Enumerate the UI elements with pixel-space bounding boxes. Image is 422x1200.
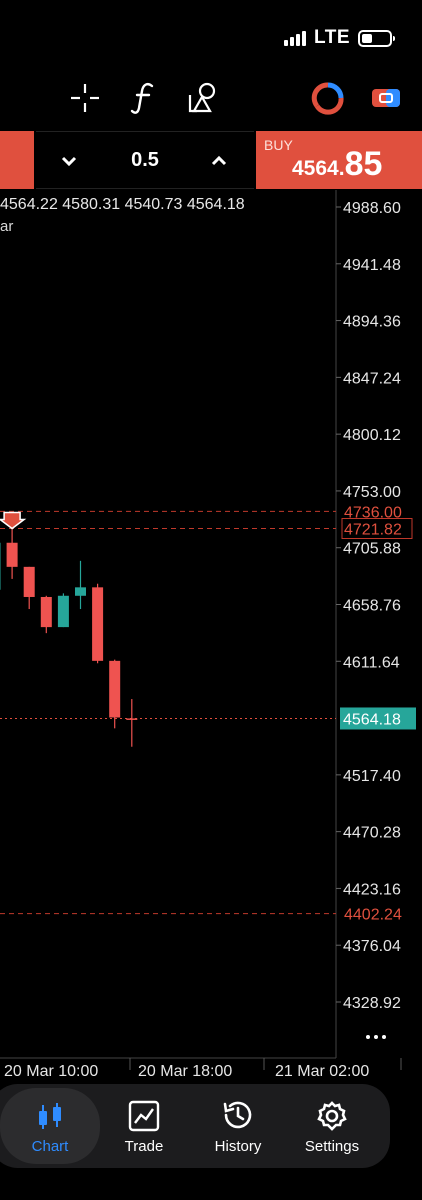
entry-arrow-icon (0, 511, 27, 530)
nav-label: Trade (124, 1138, 164, 1155)
price-tick-label: 4800.12 (343, 427, 401, 444)
nav-label: History (214, 1138, 262, 1155)
price-tick-label: 4423.16 (343, 881, 401, 898)
chevron-down-icon[interactable] (54, 146, 84, 176)
trade-chart-icon (94, 1088, 194, 1132)
price-tick-label: 4517.40 (343, 768, 401, 785)
price-tick-label: 4376.04 (343, 938, 401, 955)
function-icon[interactable] (124, 78, 164, 118)
buy-label: BUY (264, 137, 293, 153)
network-label: LTE (314, 27, 350, 48)
candle-body (40, 596, 52, 628)
level-label: 4721.82 (344, 522, 402, 539)
buy-price-big: 85 (344, 145, 383, 183)
candle-body (57, 595, 69, 628)
symbol-label: ar (0, 218, 14, 235)
bottom-navigation: Chart Trade History Settings (0, 1084, 390, 1168)
candle-body (126, 718, 138, 720)
lot-size-value[interactable]: 0.5 (131, 149, 159, 171)
level-label-box (341, 518, 413, 540)
lot-size-stepper: 0.5 (36, 131, 254, 189)
candle-body (75, 587, 86, 596)
price-tick-label: 4658.76 (343, 598, 401, 615)
battery-icon (358, 29, 395, 47)
current-price-label: 4564.18 (343, 711, 401, 728)
candle-body (109, 660, 121, 718)
current-price-badge (340, 707, 416, 730)
history-icon (188, 1088, 288, 1132)
one-click-trading-panel: 0.5 BUY 4564.85 (0, 131, 422, 189)
candle-body (23, 566, 35, 597)
indicator-icon[interactable] (308, 78, 348, 118)
objects-icon[interactable] (184, 78, 224, 118)
price-tick-label: 4470.28 (343, 825, 401, 842)
price-tick-label: 4328.92 (343, 995, 401, 1012)
price-tick-label: 4847.24 (343, 370, 401, 387)
candle-body (92, 587, 104, 661)
trade-ticket-icon[interactable] (366, 78, 406, 118)
nav-label: Chart (31, 1138, 69, 1155)
nav-item-trade[interactable]: Trade (94, 1088, 194, 1164)
chevron-up-icon[interactable] (204, 146, 234, 176)
price-tick-label: 4705.88 (343, 541, 401, 558)
price-tick-label: 4611.64 (343, 654, 400, 671)
signal-icon (284, 30, 307, 46)
buy-price: 4564.85 (292, 145, 382, 184)
nav-item-chart[interactable]: Chart (0, 1088, 100, 1164)
buy-price-main: 4564. (292, 157, 345, 180)
chart-toolbar (0, 78, 422, 118)
candle-body (0, 542, 1, 590)
candle-body (6, 542, 18, 567)
price-tick-label: 4941.48 (343, 257, 401, 274)
ohlc-readout: 4564.22 4580.31 4540.73 4564.18 (0, 196, 245, 213)
price-tick-label: 4753.00 (343, 484, 401, 501)
nav-label: Settings (304, 1138, 360, 1155)
level-label: 4736.00 (344, 504, 402, 521)
time-tick-label: 21 Mar 02:00 (275, 1063, 369, 1080)
time-tick-label: 20 Mar 10:00 (4, 1063, 98, 1080)
buy-button[interactable]: BUY 4564.85 (256, 131, 422, 189)
price-tick-label: 4894.36 (343, 314, 401, 331)
nav-item-history[interactable]: History (188, 1088, 288, 1164)
price-chart[interactable]: 4988.60 4941.48 4894.36 4847.24 4800.12 4753.… (0, 190, 422, 1085)
level-label: 4402.24 (344, 907, 402, 924)
gear-icon (282, 1088, 382, 1132)
nav-item-settings[interactable]: Settings (282, 1088, 382, 1164)
more-options-icon[interactable] (366, 1030, 394, 1044)
status-bar: LTE (284, 22, 395, 54)
crosshair-icon[interactable] (65, 78, 105, 118)
time-tick-label: 20 Mar 18:00 (138, 1063, 232, 1080)
chart-canvas[interactable]: 4988.60 4941.48 4894.36 4847.24 4800.12 4753.… (0, 190, 422, 1085)
sell-button[interactable] (0, 131, 34, 189)
price-tick-label: 4988.60 (343, 200, 401, 217)
candles-icon (0, 1088, 100, 1132)
